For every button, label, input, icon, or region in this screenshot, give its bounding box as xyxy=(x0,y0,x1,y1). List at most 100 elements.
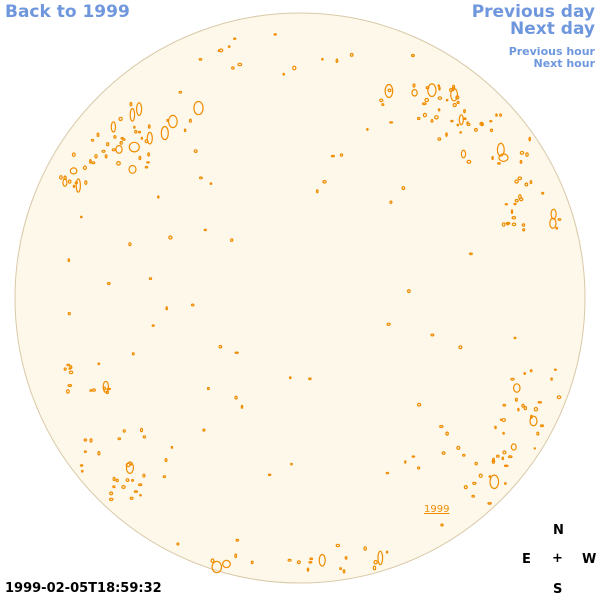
contour-mark xyxy=(129,107,136,122)
contour-mark xyxy=(129,101,133,107)
contour-mark xyxy=(160,125,169,141)
contour-mark xyxy=(112,485,116,489)
contour-mark xyxy=(440,523,444,527)
contour-mark xyxy=(234,553,238,559)
contour-mark xyxy=(458,345,463,350)
contour-mark xyxy=(210,558,215,564)
contour-mark xyxy=(287,558,292,562)
contour-mark xyxy=(511,222,517,227)
contour-mark xyxy=(164,458,168,463)
contour-mark xyxy=(133,125,136,129)
back-to-year-link[interactable]: Back to 1999 xyxy=(5,2,130,22)
contour-mark xyxy=(296,560,301,565)
contour-mark xyxy=(198,58,203,61)
contour-mark xyxy=(66,363,71,367)
contour-mark xyxy=(234,351,239,354)
contour-mark xyxy=(496,142,505,157)
next-hour-link[interactable]: Next hour xyxy=(533,57,596,70)
contour-mark xyxy=(416,116,421,121)
contour-mark xyxy=(188,118,192,123)
contour-mark xyxy=(504,482,507,485)
contour-mark xyxy=(441,451,446,455)
contour-mark xyxy=(452,102,457,108)
contour-mark xyxy=(290,462,293,466)
magnetic-contours xyxy=(59,33,562,574)
compass-east: E xyxy=(522,552,531,567)
contour-mark xyxy=(229,238,234,243)
contour-mark xyxy=(335,58,339,64)
contour-mark xyxy=(83,450,87,454)
contour-mark xyxy=(521,223,526,227)
contour-mark xyxy=(209,182,213,185)
contour-mark xyxy=(227,45,231,48)
contour-mark xyxy=(117,437,122,441)
contour-mark xyxy=(133,490,139,493)
contour-mark xyxy=(510,377,515,381)
contour-mark xyxy=(529,180,533,185)
contour-mark xyxy=(190,303,195,307)
observation-timestamp: 1999-02-05T18:59:32 xyxy=(5,581,162,596)
contour-mark xyxy=(437,108,441,112)
contour-mark xyxy=(472,481,477,485)
contour-mark xyxy=(385,550,389,554)
contour-mark xyxy=(438,86,441,91)
contour-mark xyxy=(450,119,454,123)
contour-mark xyxy=(104,154,108,159)
contour-mark xyxy=(363,546,368,551)
contour-mark xyxy=(129,496,134,500)
previous-day-link[interactable]: Previous day xyxy=(471,2,595,22)
contour-mark xyxy=(461,453,466,457)
contour-mark xyxy=(148,277,153,281)
contour-mark xyxy=(366,127,369,131)
contour-mark xyxy=(513,202,517,206)
contour-mark xyxy=(456,123,460,127)
contour-mark xyxy=(533,406,539,412)
contour-mark xyxy=(466,122,471,127)
contour-mark xyxy=(417,466,421,470)
contour-mark xyxy=(507,455,513,459)
contour-mark xyxy=(75,178,82,193)
contour-mark xyxy=(437,96,443,100)
contour-mark xyxy=(88,158,92,164)
compass-center: + xyxy=(552,551,563,566)
contour-mark xyxy=(427,83,437,98)
contour-mark xyxy=(267,473,272,477)
contour-mark xyxy=(121,485,126,490)
contour-mark xyxy=(308,560,313,564)
contour-mark xyxy=(128,141,140,153)
contour-mark xyxy=(491,155,494,161)
contour-mark xyxy=(474,461,478,466)
disk-year-label[interactable]: 1999 xyxy=(424,504,449,515)
contour-mark xyxy=(128,164,137,174)
contour-mark xyxy=(218,48,224,53)
solar-disk xyxy=(14,12,586,584)
contour-mark xyxy=(105,142,110,147)
contour-mark xyxy=(488,475,492,478)
next-day-link[interactable]: Next day xyxy=(510,19,595,39)
contour-mark xyxy=(134,129,138,134)
contour-mark xyxy=(541,191,545,195)
contour-mark xyxy=(65,389,70,394)
contour-mark xyxy=(519,159,523,164)
contour-mark xyxy=(144,165,149,169)
contour-mark xyxy=(166,118,169,122)
contour-mark xyxy=(120,136,124,140)
contour-mark xyxy=(434,115,439,120)
contour-mark xyxy=(510,209,514,215)
contour-mark xyxy=(537,400,543,404)
contour-mark xyxy=(463,108,466,114)
contour-mark xyxy=(517,176,523,181)
contour-mark xyxy=(533,447,537,450)
contour-mark xyxy=(511,215,517,220)
contour-mark xyxy=(557,218,562,221)
contour-mark xyxy=(556,395,562,400)
contour-mark xyxy=(460,149,467,159)
contour-mark xyxy=(80,215,83,219)
contour-mark xyxy=(111,148,116,152)
contour-mark xyxy=(412,83,416,88)
compass-north: N xyxy=(553,523,564,538)
contour-mark xyxy=(430,118,434,123)
contour-mark xyxy=(517,407,520,412)
previous-hour-link[interactable]: Previous hour xyxy=(508,45,595,58)
contour-mark xyxy=(90,138,95,142)
